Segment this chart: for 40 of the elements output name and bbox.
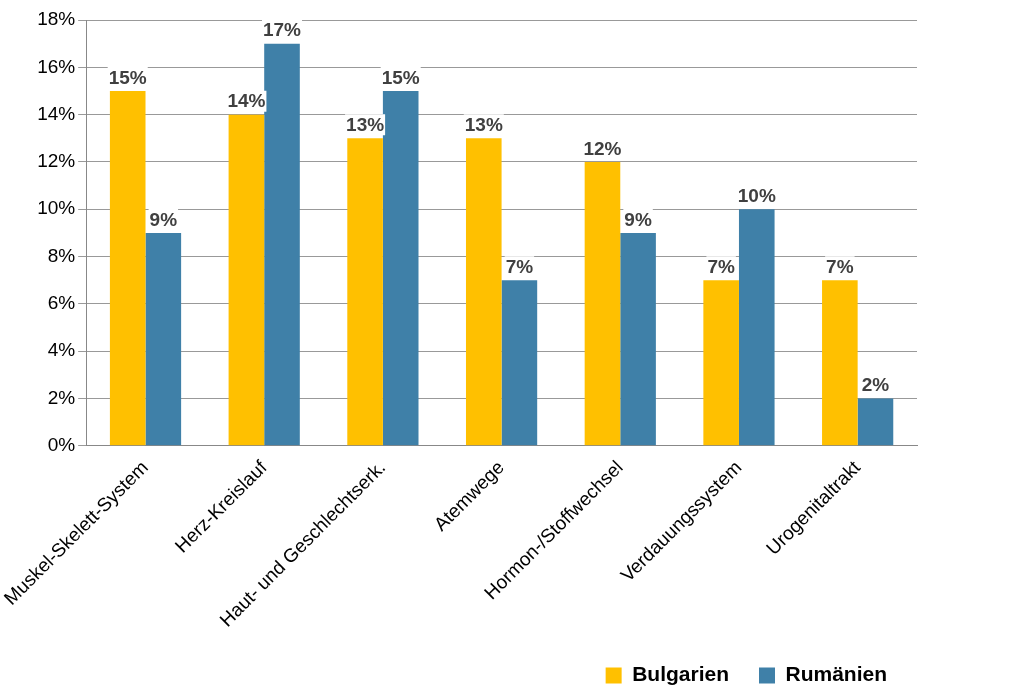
- bar: [109, 90, 146, 446]
- data-label: 7%: [505, 255, 534, 277]
- data-label: 15%: [108, 66, 147, 88]
- data-label: 12%: [583, 137, 622, 159]
- y-tick-label: 12%: [37, 150, 76, 172]
- bar: [145, 232, 182, 446]
- y-tick-label: 2%: [47, 386, 76, 408]
- y-tick-label: 16%: [37, 55, 76, 77]
- y-tick-label: 10%: [37, 197, 76, 219]
- legend-label: Bulgarien: [632, 662, 729, 686]
- data-label: 2%: [861, 374, 890, 396]
- data-label: 10%: [737, 184, 776, 206]
- bar: [584, 161, 621, 446]
- bar: [382, 90, 419, 446]
- data-label: 7%: [826, 255, 854, 277]
- data-label: 13%: [464, 114, 503, 136]
- data-label: 7%: [707, 255, 735, 277]
- bar: [738, 209, 775, 446]
- y-tick-label: 4%: [47, 339, 76, 361]
- bar: [822, 280, 858, 446]
- y-tick-label: 0%: [47, 434, 76, 456]
- data-label: 9%: [624, 208, 652, 230]
- bar: [228, 114, 265, 446]
- data-label: 9%: [149, 208, 178, 230]
- bar: [857, 398, 894, 446]
- bar: [347, 138, 383, 446]
- y-tick-label: 8%: [47, 244, 76, 266]
- bar: [264, 43, 300, 446]
- data-label: 13%: [346, 114, 385, 136]
- bar: [703, 280, 739, 446]
- y-tick-label: 14%: [37, 102, 76, 124]
- data-label: 17%: [262, 19, 302, 41]
- data-label: 15%: [381, 66, 420, 88]
- legend-label: Rumänien: [785, 662, 887, 686]
- data-label: 14%: [227, 90, 266, 112]
- y-tick-label: 6%: [47, 292, 76, 314]
- bar: [501, 280, 538, 446]
- bar: [620, 232, 656, 446]
- bar: [465, 138, 502, 446]
- y-tick-label: 18%: [37, 8, 76, 30]
